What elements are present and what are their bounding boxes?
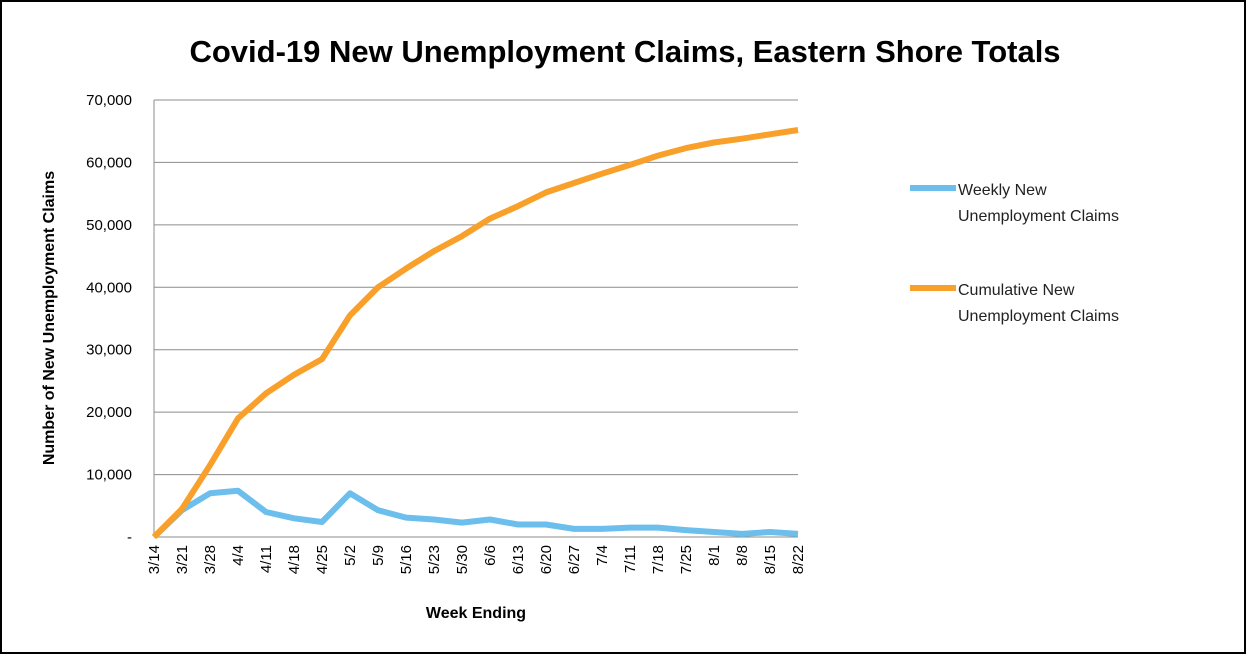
- y-tick-label: 30,000: [86, 342, 132, 359]
- data-point: [461, 235, 464, 238]
- y-tick-label: 40,000: [86, 279, 132, 296]
- series-line-0: [151, 487, 799, 540]
- series-lines: [151, 127, 800, 540]
- data-point: [573, 182, 576, 185]
- x-tick-label: 5/16: [398, 545, 415, 574]
- data-point: [601, 527, 604, 530]
- data-point: [769, 531, 772, 534]
- data-point: [237, 417, 240, 420]
- x-tick-label: 4/18: [286, 545, 303, 574]
- x-tick-label: 8/22: [790, 545, 807, 574]
- data-point: [377, 509, 380, 512]
- x-tick-label: 6/13: [510, 545, 527, 574]
- data-point: [629, 163, 632, 166]
- data-point: [293, 517, 296, 520]
- data-point: [685, 147, 688, 150]
- data-point: [405, 267, 408, 270]
- x-tick-label: 5/9: [370, 545, 387, 566]
- x-tick-label: 3/14: [146, 545, 163, 574]
- data-point: [517, 523, 520, 526]
- data-point: [489, 217, 492, 220]
- x-tick-label: 6/6: [482, 545, 499, 566]
- y-axis-title: Number of New Unemployment Claims: [41, 171, 58, 465]
- x-tick-label: 4/25: [314, 545, 331, 574]
- data-point: [657, 526, 660, 529]
- data-point: [769, 133, 772, 136]
- data-point: [349, 492, 352, 495]
- legend-label-1: Cumulative New Unemployment Claims: [958, 282, 1119, 325]
- y-tick-label: 10,000: [86, 467, 132, 484]
- y-tick-label: -: [127, 529, 132, 546]
- data-point: [433, 518, 436, 521]
- data-point: [517, 205, 520, 208]
- data-point: [461, 521, 464, 524]
- x-tick-label: 3/28: [202, 545, 219, 574]
- data-point: [629, 526, 632, 529]
- data-point: [237, 489, 240, 492]
- data-point: [265, 511, 268, 514]
- data-point: [209, 464, 212, 467]
- data-point: [713, 531, 716, 534]
- series-line-1: [151, 127, 799, 540]
- x-axis-ticks: 3/14 3/21 3/28 4/4 4/11 4/18 4/25 5/2 5/9 5/16 5/2…: [146, 545, 807, 574]
- data-point: [405, 516, 408, 519]
- x-tick-label: 6/27: [566, 545, 583, 574]
- legend: Weekly New Unemployment Claims Cumulative …: [910, 182, 1119, 325]
- data-point: [293, 373, 296, 376]
- x-tick-label: 4/4: [230, 545, 247, 566]
- x-tick-label: 5/23: [426, 545, 443, 574]
- data-point: [741, 137, 744, 140]
- y-tick-label: 20,000: [86, 404, 132, 421]
- x-tick-label: 5/30: [454, 545, 471, 574]
- data-point: [545, 191, 548, 194]
- data-point: [321, 358, 324, 361]
- data-point: [181, 507, 184, 510]
- data-point: [685, 529, 688, 532]
- x-tick-label: 7/25: [678, 545, 695, 574]
- data-point: [377, 286, 380, 289]
- gridlines: [153, 99, 798, 538]
- data-point: [713, 141, 716, 144]
- data-point: [265, 392, 268, 395]
- data-point: [797, 128, 800, 131]
- data-point: [545, 523, 548, 526]
- y-tick-label: 70,000: [86, 92, 132, 109]
- data-point: [433, 250, 436, 253]
- data-point: [489, 518, 492, 521]
- x-tick-label: 4/11: [258, 545, 275, 573]
- data-point: [321, 521, 324, 524]
- data-point: [209, 492, 212, 495]
- x-axis-title: Week Ending: [426, 605, 526, 622]
- x-tick-label: 6/20: [538, 545, 555, 574]
- x-tick-label: 8/8: [734, 545, 751, 566]
- chart-title: Covid-19 New Unemployment Claims, Easter…: [189, 34, 1060, 69]
- x-tick-label: 7/11: [622, 545, 639, 573]
- data-point: [657, 154, 660, 157]
- data-point: [153, 536, 156, 539]
- y-axis-ticks: - 10,000 20,000 30,000 40,000 50,000 60,000 70,…: [86, 92, 132, 546]
- x-tick-label: 8/15: [762, 545, 779, 574]
- x-tick-label: 3/21: [174, 545, 191, 574]
- x-tick-label: 7/18: [650, 545, 667, 574]
- legend-label-0: Weekly New Unemployment Claims: [958, 182, 1119, 225]
- data-point: [601, 172, 604, 175]
- x-tick-label: 5/2: [342, 545, 359, 566]
- x-tick-label: 7/4: [594, 545, 611, 566]
- data-point: [349, 314, 352, 317]
- data-point: [573, 527, 576, 530]
- data-point: [797, 532, 800, 535]
- y-tick-label: 60,000: [86, 154, 132, 171]
- y-tick-label: 50,000: [86, 217, 132, 234]
- x-tick-label: 8/1: [706, 545, 723, 566]
- data-point: [741, 532, 744, 535]
